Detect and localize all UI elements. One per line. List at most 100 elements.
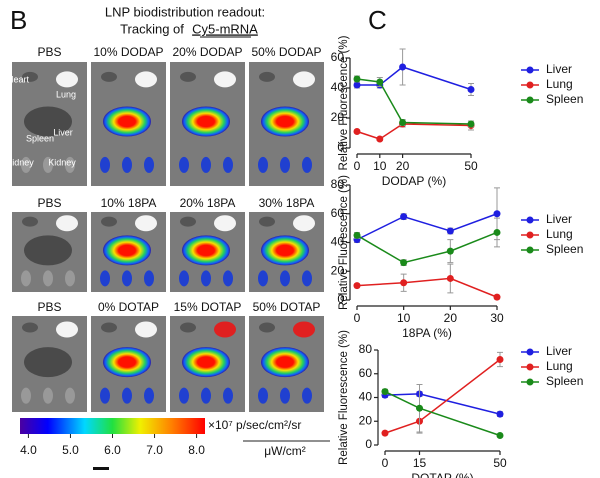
organ-liver	[261, 235, 309, 266]
data-point	[496, 432, 504, 439]
legend-marker	[526, 81, 534, 89]
colorbar-unit: μW/cm²	[264, 444, 306, 458]
condition-label: PBS	[37, 196, 61, 210]
organ-kidney	[43, 270, 53, 287]
colorbar-tick-label: 8.0	[188, 443, 205, 457]
condition-label: 20% DODAP	[172, 45, 242, 59]
organ-heart	[22, 216, 38, 227]
data-point	[353, 128, 361, 135]
organ-lung	[214, 71, 236, 88]
data-point	[353, 75, 361, 83]
organ-liver	[103, 106, 151, 137]
data-point	[446, 274, 454, 282]
series-line	[356, 123, 472, 140]
data-point	[496, 356, 504, 363]
organ-heart	[180, 216, 196, 227]
x-tick-label: 20	[396, 159, 410, 173]
y-axis-label: Relative Fluorescence (%)	[338, 330, 350, 465]
organ-liver	[182, 347, 230, 378]
data-point	[400, 259, 408, 267]
data-point	[353, 282, 361, 290]
organ-liver	[24, 235, 72, 266]
colorbar-unit: ×10⁷ p/sec/cm²/sr	[208, 418, 301, 432]
y-tick-label: 60	[331, 50, 345, 64]
organ-lung	[135, 215, 157, 232]
organ-lung	[214, 215, 236, 232]
y-tick-label: 80	[359, 342, 373, 356]
y-axis-label: Relative Fluorescence (%)	[338, 35, 350, 170]
data-point	[446, 247, 454, 255]
organ-heart	[180, 322, 196, 333]
organ-liver	[261, 106, 309, 137]
organ-heart	[180, 71, 196, 82]
data-point	[493, 228, 501, 236]
organ-kidney	[43, 156, 53, 173]
organ-heart	[259, 322, 275, 333]
x-tick-label: 10	[373, 159, 387, 173]
series-line	[356, 231, 498, 264]
x-axis-label: 18PA (%)	[402, 326, 452, 340]
organ-kidney	[179, 387, 189, 404]
organ-kidney	[65, 156, 75, 173]
x-axis-label: DOTAP (%)	[411, 471, 473, 478]
panel-label: B	[10, 5, 27, 35]
colorbar-tick-label: 7.0	[146, 443, 163, 457]
data-point	[399, 63, 407, 71]
data-point	[353, 81, 361, 89]
organ-kidney	[302, 270, 312, 287]
data-point	[376, 78, 384, 86]
scale-bar	[93, 467, 109, 470]
organ-kidney	[21, 387, 31, 404]
y-tick-label: 0	[337, 292, 344, 306]
organ-lung	[135, 71, 157, 88]
series-line	[384, 358, 501, 434]
organ-kidney	[223, 387, 233, 404]
data-point	[496, 410, 504, 418]
organ-heart	[22, 71, 38, 82]
condition-label: 30% 18PA	[259, 196, 315, 210]
organ-liver	[182, 106, 230, 137]
colorbar-tick-label: 5.0	[62, 443, 79, 457]
organ-kidney	[223, 270, 233, 287]
legend-marker	[526, 216, 534, 224]
organ-liver	[182, 235, 230, 266]
organ-kidney	[223, 156, 233, 173]
data-point	[381, 388, 389, 396]
organ-heart	[259, 71, 275, 82]
legend-label: Lung	[546, 227, 573, 241]
legend-label: Lung	[546, 77, 573, 91]
organ-kidney	[144, 387, 154, 404]
organ-kidney	[43, 387, 53, 404]
series-line	[384, 390, 501, 437]
legend-label: Liver	[546, 62, 572, 76]
organ-kidney	[258, 270, 268, 287]
legend-label: Liver	[546, 344, 572, 358]
organ-kidney	[201, 156, 211, 173]
organ-label: Heart	[7, 74, 30, 84]
organ-kidney	[280, 387, 290, 404]
condition-label: 0% DOTAP	[98, 300, 159, 314]
y-tick-label: 80	[331, 177, 345, 191]
organ-heart	[259, 216, 275, 227]
legend-marker	[526, 348, 534, 356]
organ-liver	[261, 347, 309, 378]
legend-label: Liver	[546, 212, 572, 226]
organ-kidney	[280, 156, 290, 173]
organ-kidney	[144, 156, 154, 173]
condition-label: 50% DODAP	[251, 45, 321, 59]
panel-title: LNP biodistribution readout:	[105, 4, 265, 19]
organ-kidney	[65, 387, 75, 404]
colorbar-tick-label: 6.0	[104, 443, 121, 457]
condition-label: 15% DOTAP	[174, 300, 242, 314]
organ-kidney	[122, 387, 132, 404]
data-point	[493, 293, 501, 301]
panel-title: Cy5-mRNA	[192, 21, 258, 36]
legend-marker	[526, 246, 534, 254]
data-point	[399, 119, 407, 126]
y-tick-label: 20	[359, 413, 373, 427]
organ-heart	[22, 322, 38, 333]
x-axis-label: DODAP (%)	[382, 174, 446, 188]
organ-liver	[24, 106, 72, 137]
organ-label: Liver	[53, 127, 73, 137]
organ-lung	[214, 321, 236, 338]
